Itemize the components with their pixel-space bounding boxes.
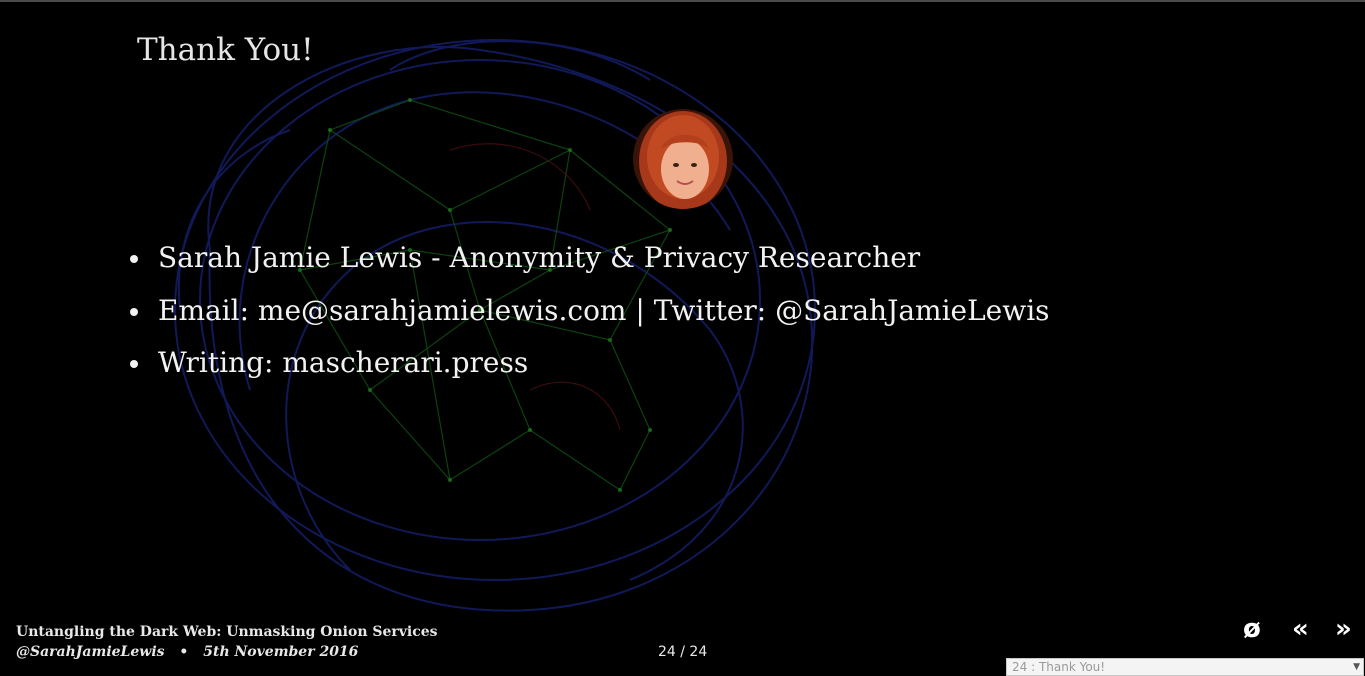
bullet-list: Sarah Jamie Lewis - Anonymity & Privacy …: [130, 232, 1050, 390]
page-counter: 24 / 24: [658, 644, 708, 660]
talk-title: Untangling the Dark Web: Unmasking Onion…: [16, 624, 438, 640]
toggle-controls-button[interactable]: ø: [1243, 614, 1261, 644]
chevron-down-icon: ▼: [1353, 662, 1360, 672]
avatar: [633, 109, 733, 209]
author-handle: @SarahJamieLewis: [16, 644, 165, 660]
avatar-portrait-icon: [633, 109, 733, 209]
previous-slide-button[interactable]: «: [1292, 614, 1309, 644]
top-border: [0, 0, 1365, 2]
separator: •: [179, 644, 189, 660]
slide-select-dropdown[interactable]: 24 : Thank You! ▼: [1006, 658, 1364, 676]
list-item: Writing: mascherari.press: [130, 337, 1050, 390]
list-item: Sarah Jamie Lewis - Anonymity & Privacy …: [130, 232, 1050, 285]
slide-title: Thank You!: [137, 32, 314, 68]
next-slide-button[interactable]: »: [1335, 614, 1352, 644]
list-item: Email: me@sarahjamielewis.com | Twitter:…: [130, 285, 1050, 338]
presentation-date: 5th November 2016: [203, 644, 359, 660]
slide-select-value: 24 : Thank You!: [1012, 660, 1106, 674]
footer-byline: @SarahJamieLewis • 5th November 2016: [16, 644, 358, 660]
